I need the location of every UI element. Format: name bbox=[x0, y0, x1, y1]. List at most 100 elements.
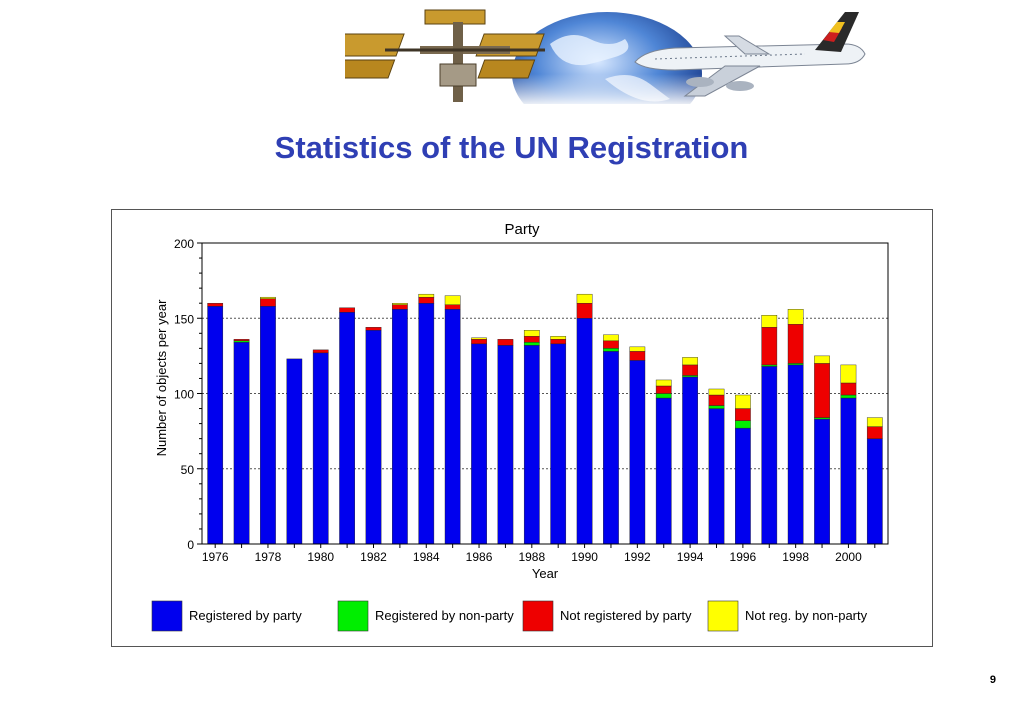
plot-area bbox=[201, 242, 889, 545]
y-tick-label: 200 bbox=[174, 237, 194, 251]
bar-segment bbox=[260, 296, 276, 299]
bar-segment bbox=[840, 382, 857, 396]
bar-segment bbox=[550, 339, 567, 345]
legend-swatch bbox=[707, 600, 739, 632]
bar-segment bbox=[365, 330, 382, 545]
bar-segment bbox=[392, 304, 408, 310]
legend-label: Not registered by party bbox=[560, 608, 692, 623]
bar-segment bbox=[392, 302, 408, 305]
x-tick-label: 1994 bbox=[677, 550, 704, 564]
bar-segment bbox=[814, 417, 830, 420]
space-station-icon bbox=[335, 9, 545, 102]
bar-segment bbox=[814, 355, 830, 364]
stacked-bar-chart: Party Number of objects per year Year 0 5… bbox=[151, 221, 889, 632]
bar-segment bbox=[365, 327, 382, 331]
bar-segment bbox=[312, 349, 329, 354]
legend-item: Not reg. by non-party bbox=[707, 600, 868, 632]
bar-segment bbox=[418, 302, 435, 545]
bar-segment bbox=[523, 336, 540, 343]
bar-segment bbox=[761, 364, 778, 367]
bar-segment bbox=[629, 351, 646, 361]
bar-segment bbox=[708, 394, 725, 406]
chart-frame: Party Number of objects per year Year 0 5… bbox=[111, 209, 933, 647]
legend-item: Registered by non-party bbox=[337, 600, 514, 632]
bar-segment bbox=[576, 302, 593, 319]
bar-segment bbox=[339, 307, 355, 313]
bar-segment bbox=[840, 364, 857, 384]
slide-title: Statistics of the UN Registration bbox=[274, 130, 749, 165]
x-axis-label: Year bbox=[532, 566, 559, 581]
bar-segment bbox=[207, 302, 224, 307]
bar-segment bbox=[523, 342, 540, 346]
bar-segment bbox=[682, 357, 698, 366]
bar-segment bbox=[866, 438, 883, 545]
bar-segment bbox=[682, 364, 698, 376]
bar-segment bbox=[761, 315, 778, 328]
bar-segment bbox=[787, 363, 804, 366]
bar-segment bbox=[444, 309, 461, 545]
bar-segment bbox=[708, 408, 725, 545]
bar-segment bbox=[761, 366, 778, 545]
bar-segment bbox=[603, 348, 619, 352]
bar-segment bbox=[603, 340, 619, 349]
bar-segment bbox=[471, 337, 487, 340]
bar-segment bbox=[471, 339, 487, 345]
bar-segment bbox=[814, 363, 830, 418]
bar-segment bbox=[497, 339, 514, 346]
bar-segment bbox=[207, 306, 224, 545]
bar-segment bbox=[655, 379, 672, 387]
x-tick-label: 1998 bbox=[782, 550, 809, 564]
bar-segment bbox=[629, 346, 646, 352]
legend-swatch bbox=[337, 600, 369, 632]
legend-item: Not registered by party bbox=[522, 600, 692, 632]
x-tick-label: 1986 bbox=[466, 550, 493, 564]
legend-item: Registered by party bbox=[151, 600, 302, 632]
x-tick-label: 1976 bbox=[202, 550, 229, 564]
bar-segment bbox=[787, 324, 804, 364]
bar-segment bbox=[392, 309, 408, 545]
bar-segment bbox=[735, 420, 751, 429]
legend-label: Registered by party bbox=[189, 608, 302, 623]
bar-segment bbox=[708, 388, 725, 396]
legend-swatch bbox=[151, 600, 183, 632]
x-tick-label: 1984 bbox=[413, 550, 440, 564]
bar-segment bbox=[866, 426, 883, 439]
bar-segment bbox=[444, 295, 461, 305]
x-tick-label: 1988 bbox=[518, 550, 545, 564]
bar-segment bbox=[814, 418, 830, 545]
bar-segment bbox=[603, 351, 619, 545]
bar-segment bbox=[339, 312, 355, 545]
bar-segment bbox=[655, 397, 672, 545]
bar-segment bbox=[603, 334, 619, 342]
x-tick-label: 2000 bbox=[835, 550, 862, 564]
y-axis-label: Number of objects per year bbox=[154, 299, 169, 456]
bar-segment bbox=[708, 405, 725, 409]
bar-segment bbox=[471, 343, 487, 545]
bar-segment bbox=[866, 417, 883, 427]
bar-segment bbox=[735, 394, 751, 409]
chart-title: Party bbox=[504, 221, 540, 238]
x-tick-label: 1990 bbox=[571, 550, 598, 564]
bar-segment bbox=[840, 394, 857, 399]
bar-segment bbox=[444, 304, 461, 310]
bar-segment bbox=[418, 296, 435, 304]
x-tick-label: 1980 bbox=[307, 550, 334, 564]
page-number: 9 bbox=[989, 674, 996, 686]
bar-segment bbox=[233, 340, 250, 343]
banner-illustration bbox=[335, 4, 890, 136]
y-tick-label: 50 bbox=[181, 463, 195, 477]
bar-segment bbox=[629, 360, 646, 545]
bar-segment bbox=[840, 397, 857, 545]
bar-segment bbox=[312, 352, 329, 545]
y-tick-label: 150 bbox=[174, 312, 194, 326]
bar-segment bbox=[735, 427, 751, 545]
bar-segment bbox=[576, 293, 593, 304]
bar-segment bbox=[523, 345, 540, 545]
x-tick-label: 1978 bbox=[255, 550, 282, 564]
bar-segment bbox=[576, 318, 593, 545]
bar-segment bbox=[787, 309, 804, 325]
bar-segment bbox=[682, 376, 698, 545]
bar-segment bbox=[497, 345, 514, 545]
bar-segment bbox=[735, 408, 751, 421]
bar-segment bbox=[260, 306, 276, 545]
